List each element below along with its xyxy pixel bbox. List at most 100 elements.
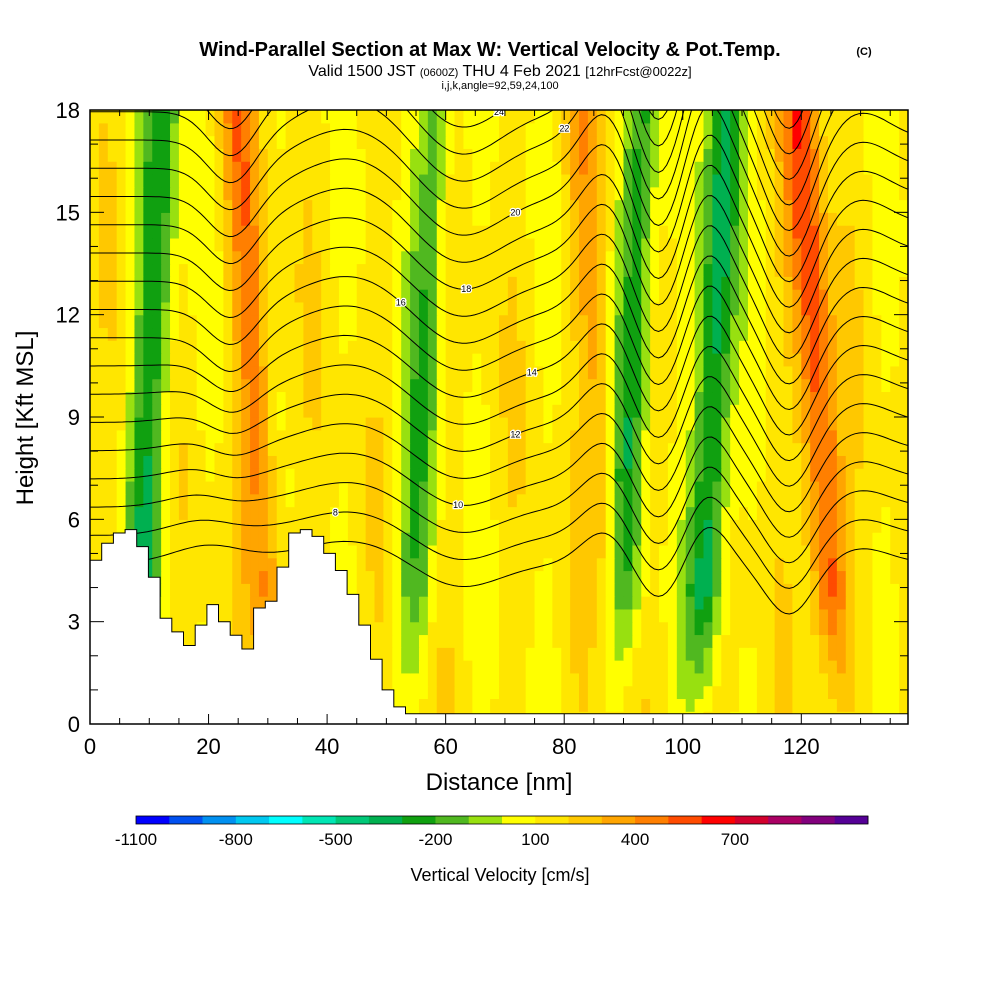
velocity-cell xyxy=(152,276,162,290)
velocity-cell xyxy=(312,122,322,137)
velocity-cell xyxy=(276,353,287,367)
velocity-cell xyxy=(499,378,509,393)
colorbar-label: Vertical Velocity [cm/s] xyxy=(410,865,589,885)
velocity-cell xyxy=(623,468,633,482)
velocity-cell xyxy=(570,647,580,661)
velocity-cell xyxy=(890,122,900,137)
velocity-cell xyxy=(881,314,891,329)
velocity-cell xyxy=(739,647,749,661)
velocity-cell xyxy=(223,161,233,175)
velocity-cell xyxy=(436,301,447,316)
velocity-cell xyxy=(676,378,687,393)
velocity-cell xyxy=(232,557,242,572)
velocity-cell xyxy=(605,237,616,252)
velocity-cell xyxy=(285,276,296,290)
velocity-cell xyxy=(276,480,287,495)
velocity-cell xyxy=(472,685,482,700)
velocity-cell xyxy=(463,161,473,175)
velocity-cell xyxy=(116,289,127,303)
velocity-cell xyxy=(250,199,260,213)
velocity-cell xyxy=(756,173,767,188)
velocity-cell xyxy=(401,110,411,124)
velocity-cell xyxy=(472,353,482,367)
velocity-cell xyxy=(436,314,447,329)
velocity-cell xyxy=(783,468,794,482)
velocity-cell xyxy=(98,148,109,162)
velocity-cell xyxy=(667,148,678,162)
velocity-cell xyxy=(561,161,571,175)
velocity-cell xyxy=(294,148,304,162)
velocity-cell xyxy=(587,314,598,329)
velocity-cell xyxy=(205,199,216,213)
velocity-cell xyxy=(641,596,651,610)
velocity-cell xyxy=(863,365,874,380)
velocity-cell xyxy=(596,442,607,456)
velocity-cell xyxy=(427,532,438,546)
theta-contour-line xyxy=(206,110,823,180)
velocity-cell xyxy=(890,557,900,572)
velocity-cell xyxy=(152,314,162,329)
velocity-cell xyxy=(739,596,749,610)
velocity-cell xyxy=(205,506,216,520)
velocity-cell xyxy=(267,365,278,380)
velocity-cell xyxy=(819,289,829,303)
velocity-cell xyxy=(534,608,545,623)
velocity-cell xyxy=(703,110,713,124)
velocity-cell xyxy=(703,237,713,252)
velocity-cell xyxy=(490,557,500,572)
velocity-cell xyxy=(90,327,100,341)
velocity-cell xyxy=(312,493,322,508)
velocity-cell xyxy=(792,685,802,700)
velocity-cell xyxy=(507,353,518,367)
velocity-cell xyxy=(543,161,553,175)
velocity-cell xyxy=(499,493,509,508)
velocity-cell xyxy=(134,506,144,520)
velocity-cell xyxy=(650,289,660,303)
velocity-cell xyxy=(285,237,296,252)
velocity-cell xyxy=(125,468,136,482)
velocity-cell xyxy=(863,301,874,316)
velocity-cell xyxy=(641,250,651,265)
velocity-cell xyxy=(205,225,216,239)
velocity-cell xyxy=(294,212,304,226)
velocity-cell xyxy=(356,353,367,367)
velocity-cell xyxy=(561,685,571,700)
velocity-cell xyxy=(410,199,420,213)
velocity-cell xyxy=(827,212,838,226)
velocity-cell xyxy=(90,404,100,418)
velocity-cell xyxy=(783,289,794,303)
velocity-cell xyxy=(321,212,331,226)
velocity-cell xyxy=(561,429,571,444)
velocity-cell xyxy=(712,186,722,201)
velocity-cell xyxy=(587,506,598,520)
velocity-cell xyxy=(250,365,260,380)
velocity-cell xyxy=(534,429,545,444)
velocity-cell xyxy=(134,301,144,316)
velocity-cell xyxy=(641,135,651,149)
velocity-cell xyxy=(703,583,713,597)
velocity-cell xyxy=(543,365,553,380)
velocity-cell xyxy=(516,378,527,393)
velocity-cell xyxy=(632,417,642,431)
velocity-cell xyxy=(739,148,749,162)
velocity-cell xyxy=(152,289,162,303)
velocity-cell xyxy=(499,327,509,341)
velocity-cell xyxy=(303,110,313,124)
velocity-cell xyxy=(525,570,536,584)
velocity-cell xyxy=(614,621,625,636)
velocity-cell xyxy=(303,314,313,329)
velocity-cell xyxy=(872,173,882,188)
velocity-cell xyxy=(152,480,162,495)
velocity-cell xyxy=(481,173,491,188)
velocity-cell xyxy=(374,135,385,149)
velocity-cell xyxy=(632,493,642,508)
velocity-cell xyxy=(854,250,865,265)
theta-contour-label: 18 xyxy=(461,284,471,294)
velocity-cell xyxy=(152,391,162,405)
velocity-cell xyxy=(205,148,216,162)
velocity-cell xyxy=(650,506,660,520)
velocity-cell xyxy=(792,353,802,367)
velocity-cell xyxy=(641,506,651,520)
velocity-cell xyxy=(774,327,785,341)
velocity-cell xyxy=(543,519,553,533)
